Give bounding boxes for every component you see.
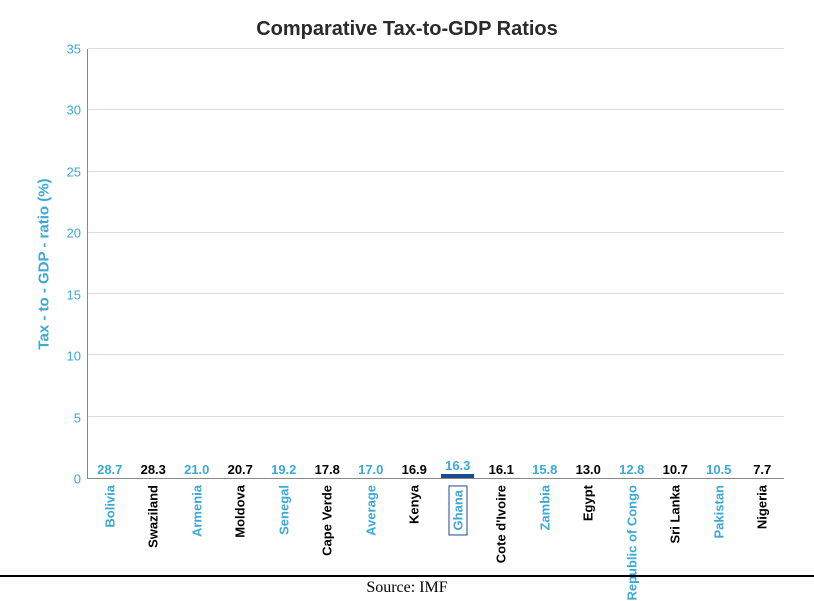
plot-region: 28.7 28.3 21.0 20.7 19.2 17.8 17.0 16.9 16.3 16.1…	[88, 49, 784, 479]
x-tick-label: Senegal	[276, 485, 291, 535]
bar-slot: 17.8	[306, 462, 350, 478]
bar-value-label: 10.5	[706, 462, 731, 477]
x-tick-label: Armenia	[189, 485, 204, 537]
bar-slot: 20.7	[219, 462, 263, 478]
bar-slot: 13.0	[567, 462, 611, 478]
bar-value-label: 13.0	[576, 462, 601, 477]
gridline	[88, 416, 784, 417]
y-label-wrap: Tax - to - GDP - ratio (%)	[30, 49, 58, 479]
x-tick-slot: Nigeria	[741, 479, 785, 579]
x-tick-slot: Republic of Congo	[610, 479, 654, 579]
x-tick-slot: Cote d'Ivoire	[480, 479, 524, 579]
bar-slot: 10.7	[654, 462, 698, 478]
bar-slot: 7.7	[741, 462, 785, 478]
x-tick-label: Republic of Congo	[624, 485, 639, 601]
x-tick-label: Average	[363, 485, 378, 536]
gridline	[88, 232, 784, 233]
bar-value-label: 20.7	[228, 462, 253, 477]
bar-slot: 10.5	[697, 462, 741, 478]
x-tick-slot: Average	[349, 479, 393, 579]
bar-value-label: 16.3	[445, 458, 470, 473]
x-tick-slot: Pakistan	[697, 479, 741, 579]
x-tick-label: Zambia	[537, 485, 552, 531]
bar-slot: 17.0	[349, 462, 393, 478]
bar-slot: 16.3	[436, 458, 480, 478]
y-tick: 25	[67, 164, 81, 179]
x-tick-slot: Senegal	[262, 479, 306, 579]
bar-value-label: 19.2	[271, 462, 296, 477]
y-axis-label: Tax - to - GDP - ratio (%)	[36, 178, 53, 349]
x-tick-slot: Ghana	[436, 479, 480, 579]
x-tick-slot: Bolivia	[88, 479, 132, 579]
bar-value-label: 17.8	[315, 462, 340, 477]
x-tick-slot: Sri Lanka	[654, 479, 698, 579]
x-tick-label: Egypt	[581, 485, 596, 521]
bar-value-label: 15.8	[532, 462, 557, 477]
chart-container: Comparative Tax-to-GDP Ratios Tax - to -…	[0, 0, 814, 577]
x-tick-label: Cape Verde	[320, 485, 335, 556]
y-tick: 0	[74, 472, 81, 487]
y-tick: 10	[67, 349, 81, 364]
bar-slot: 16.1	[480, 462, 524, 478]
x-tick-slot: Zambia	[523, 479, 567, 579]
x-axis: Bolivia Swaziland Armenia Moldova Senegal Cap…	[88, 479, 784, 579]
x-tick-slot: Swaziland	[132, 479, 176, 579]
y-tick: 20	[67, 226, 81, 241]
gridline	[88, 109, 784, 110]
y-tick: 30	[67, 103, 81, 118]
bar-value-label: 17.0	[358, 462, 383, 477]
x-tick-label: Cote d'Ivoire	[494, 485, 509, 563]
chart-title: Comparative Tax-to-GDP Ratios	[30, 18, 784, 41]
x-tick-label: Moldova	[233, 485, 248, 538]
x-tick-slot: Moldova	[219, 479, 263, 579]
x-tick-slot: Egypt	[567, 479, 611, 579]
bar-slot: 21.0	[175, 462, 219, 478]
y-axis: 05101520253035	[58, 49, 88, 479]
y-tick: 15	[67, 287, 81, 302]
bar-value-label: 16.1	[489, 462, 514, 477]
bar-value-label: 21.0	[184, 462, 209, 477]
bar-slot: 28.7	[88, 462, 132, 478]
bar-slot: 16.9	[393, 462, 437, 478]
x-tick-label: Ghana	[448, 485, 467, 535]
gridline	[88, 293, 784, 294]
bar-slot: 28.3	[132, 462, 176, 478]
y-tick: 5	[74, 410, 81, 425]
chart-plot-area: Tax - to - GDP - ratio (%) 0510152025303…	[30, 49, 784, 479]
bar	[441, 474, 474, 478]
bar-value-label: 16.9	[402, 462, 427, 477]
gridline	[88, 171, 784, 172]
bar-value-label: 10.7	[663, 462, 688, 477]
bar-value-label: 28.3	[141, 462, 166, 477]
x-tick-label: Swaziland	[146, 485, 161, 548]
chart-source: Source: IMF	[30, 579, 784, 597]
gridline	[88, 354, 784, 355]
x-tick-slot: Armenia	[175, 479, 219, 579]
bar-slot: 19.2	[262, 462, 306, 478]
bar-value-label: 7.7	[753, 462, 771, 477]
x-tick-label: Nigeria	[755, 485, 770, 529]
bar-slot: 12.8	[610, 462, 654, 478]
y-tick: 35	[67, 42, 81, 57]
x-tick-label: Sri Lanka	[668, 485, 683, 544]
bar-slot: 15.8	[523, 462, 567, 478]
x-tick-label: Kenya	[407, 485, 422, 524]
x-tick-slot: Kenya	[393, 479, 437, 579]
x-tick-label: Bolivia	[102, 485, 117, 528]
x-tick-label: Pakistan	[711, 485, 726, 538]
bar-value-label: 28.7	[97, 462, 122, 477]
gridline	[88, 48, 784, 49]
bar-value-label: 12.8	[619, 462, 644, 477]
x-tick-slot: Cape Verde	[306, 479, 350, 579]
